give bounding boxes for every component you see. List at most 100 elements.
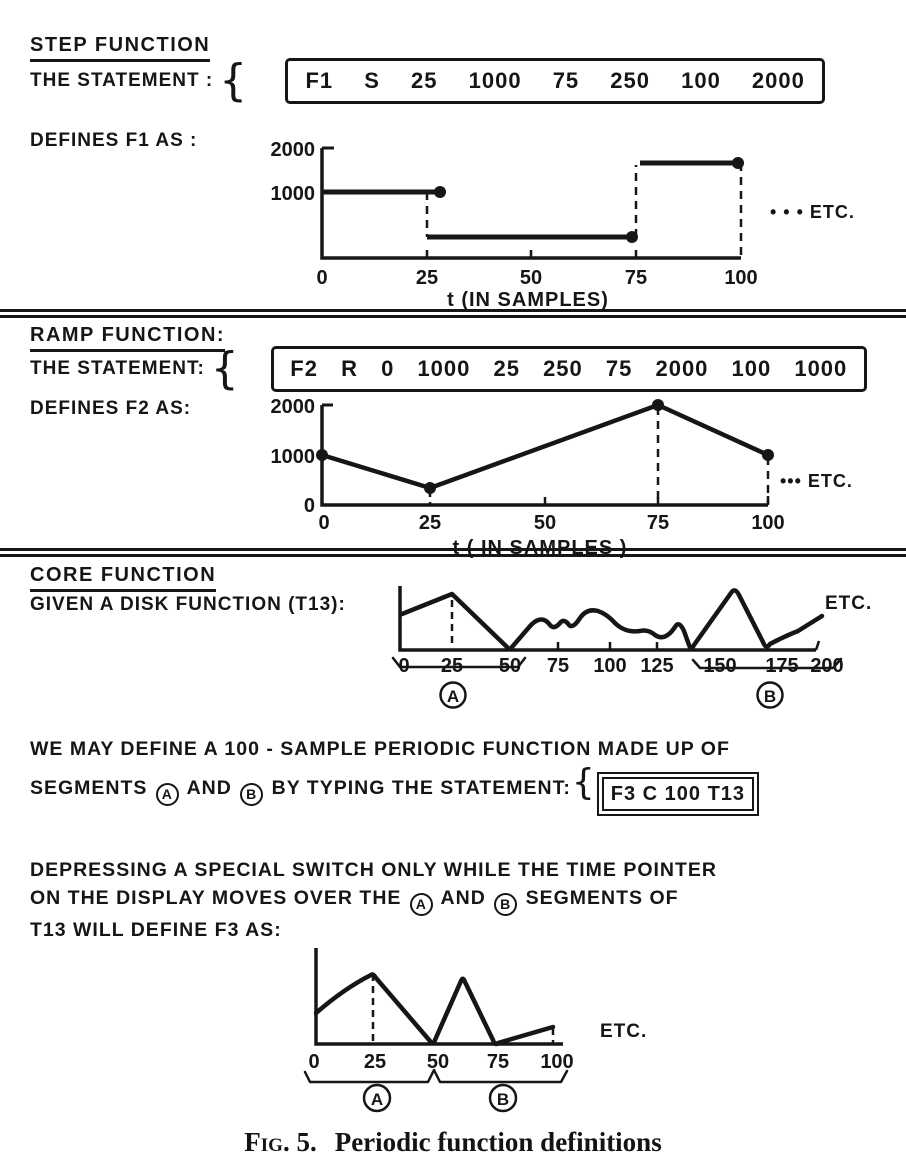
circled-a-badge-2: A [409,892,433,916]
ramp-ylabel-1000: 1000 [271,446,316,468]
step-xlabel-75: 75 [625,267,647,289]
step-defines-label: DEFINES F1 AS : [30,130,198,151]
core-xticks [556,640,821,651]
f3-xlabel-25: 25 [364,1051,386,1073]
compose-brace: { [571,762,596,803]
f3-segment-b-circle [488,1083,518,1113]
f3-xlabel-100: 100 [540,1051,573,1073]
section-divider-1 [0,309,906,318]
core-xlabel-200: 200 [810,655,843,677]
f3-xlabel-0: 0 [308,1051,319,1073]
step-axes [320,148,741,260]
ramp-line [321,402,769,491]
step-dot-100-2000 [732,157,744,169]
figure-caption: Fig. 5. Periodic function definitions [60,1127,846,1158]
ramp-section-title: RAMP FUNCTION: [30,324,226,352]
core-segment-a-label: A [447,687,459,706]
f3-segment-a-circle [362,1083,392,1113]
compose-statement-box: F3 C 100 T13 [596,772,760,816]
f3-braces [303,1068,569,1084]
f3-curve [313,972,556,1047]
step-etc-label: • • • ETC. [770,202,855,222]
f3-segment-b-label: B [497,1090,509,1109]
core-segment-b-circle [756,681,784,709]
core-section-title: CORE FUNCTION [30,564,217,592]
switch-line2-and: AND [440,887,486,909]
step-statement-brace: { [219,55,248,106]
switch-line-1: DEPRESSING A SPECIAL SWITCH ONLY WHILE T… [30,859,718,881]
step-xlabel-25: 25 [416,267,438,289]
step-statement-label: THE STATEMENT : [30,70,214,91]
compose-line-1: WE MAY DEFINE A 100 - SAMPLE PERIODIC FU… [30,738,730,760]
step-xlabel-50: 50 [520,267,542,289]
core-axes [398,586,816,652]
ramp-xlabel-75: 75 [647,512,669,534]
core-curve [399,588,825,652]
ramp-xlabel-25: 25 [419,512,441,534]
core-given-label: GIVEN A DISK FUNCTION (T13): [30,594,346,615]
f3-xlabel-75: 75 [487,1051,509,1073]
compose-line-2: SEGMENTS A AND B BY TYPING THE STATEMENT… [30,763,906,816]
ramp-xlabel-0: 0 [318,512,329,534]
ramp-axes [320,405,768,507]
step-dot-25-1000 [434,186,446,198]
f3-axes [314,948,563,1046]
switch-paragraph: DEPRESSING A SPECIAL SWITCH ONLY WHILE T… [30,856,906,944]
ramp-dot-75 [652,399,664,411]
f3-function-plot: 0 25 50 75 100 A B ETC. [303,948,647,1113]
ramp-xlabel-100: 100 [751,512,784,534]
ramp-defines-label: DEFINES F2 AS: [30,398,192,419]
core-etc-label: ETC. [825,593,872,614]
step-statement-row: THE STATEMENT : { F1 S 25 1000 75 250 10… [30,55,826,106]
core-xlabel-150: 150 [703,655,736,677]
ramp-etc-label: ••• ETC. [780,471,853,491]
f3-etc-label: ETC. [600,1021,647,1042]
step-axis-title: t (IN SAMPLES) [447,289,609,310]
figure-caption-text: Periodic function definitions [334,1127,662,1157]
switch-line2-pre: ON THE DISPLAY MOVES OVER THE [30,887,402,909]
step-dot-75-250 [626,231,638,243]
step-ylabel-1000: 1000 [271,183,316,205]
f3-xlabel-50: 50 [427,1051,449,1073]
f3-segment-a-label: A [371,1090,383,1109]
ramp-ylabel-2000: 2000 [271,396,316,418]
compose-line2-pre: SEGMENTS [30,777,148,799]
switch-line-2: ON THE DISPLAY MOVES OVER THE A AND B SE… [30,884,906,916]
core-segment-a-circle [439,681,467,709]
ramp-function-plot: 2000 1000 0 0 25 50 75 100 t ( IN SAMPLE… [271,396,853,559]
core-segment-b-label: B [764,687,776,706]
circled-b-badge: B [240,782,264,806]
step-section-title: STEP FUNCTION [30,34,211,62]
ramp-dot-0 [316,449,328,461]
ramp-statement-label: THE STATEMENT: [30,358,205,379]
step-xlabel-100: 100 [724,267,757,289]
core-xlabel-100: 100 [593,655,626,677]
core-xlabel-175: 175 [765,655,798,677]
figure-caption-number: Fig. 5. [244,1127,317,1157]
ramp-statement-brace: { [210,343,239,394]
compose-paragraph: WE MAY DEFINE A 100 - SAMPLE PERIODIC FU… [30,735,906,816]
step-xticks [425,250,638,258]
circled-a-badge: A [155,782,179,806]
section-divider-2 [0,548,906,557]
core-brace-a [391,656,527,669]
ramp-dot-25 [424,482,436,494]
ramp-xlabel-50: 50 [534,512,556,534]
ramp-statement-box: F2 R 0 1000 25 250 75 2000 100 1000 [270,346,867,392]
switch-line-3: T13 WILL DEFINE F3 AS: [30,918,282,941]
core-xlabel-75: 75 [547,655,569,677]
step-ylabel-2000: 2000 [271,139,316,161]
step-xlabel-0: 0 [316,267,327,289]
step-statement-box: F1 S 25 1000 75 250 100 2000 [285,58,826,104]
core-xlabel-125: 125 [640,655,673,677]
circled-b-badge-2: B [494,892,518,916]
ramp-ylabel-0: 0 [304,495,315,517]
ramp-statement-row: THE STATEMENT: { F2 R 0 1000 25 250 75 2… [30,346,867,392]
compose-line2-and: AND [186,777,232,799]
compose-line2-post: BY TYPING THE STATEMENT: [271,777,571,799]
switch-line2-post: SEGMENTS OF [525,887,679,909]
step-function-plot: 2000 1000 0 25 50 75 100 t (IN SAMPLES) … [271,139,855,310]
core-function-plot: 0 25 50 75 100 125 150 175 200 A B ETC. [391,586,872,709]
ramp-dot-100 [762,449,774,461]
